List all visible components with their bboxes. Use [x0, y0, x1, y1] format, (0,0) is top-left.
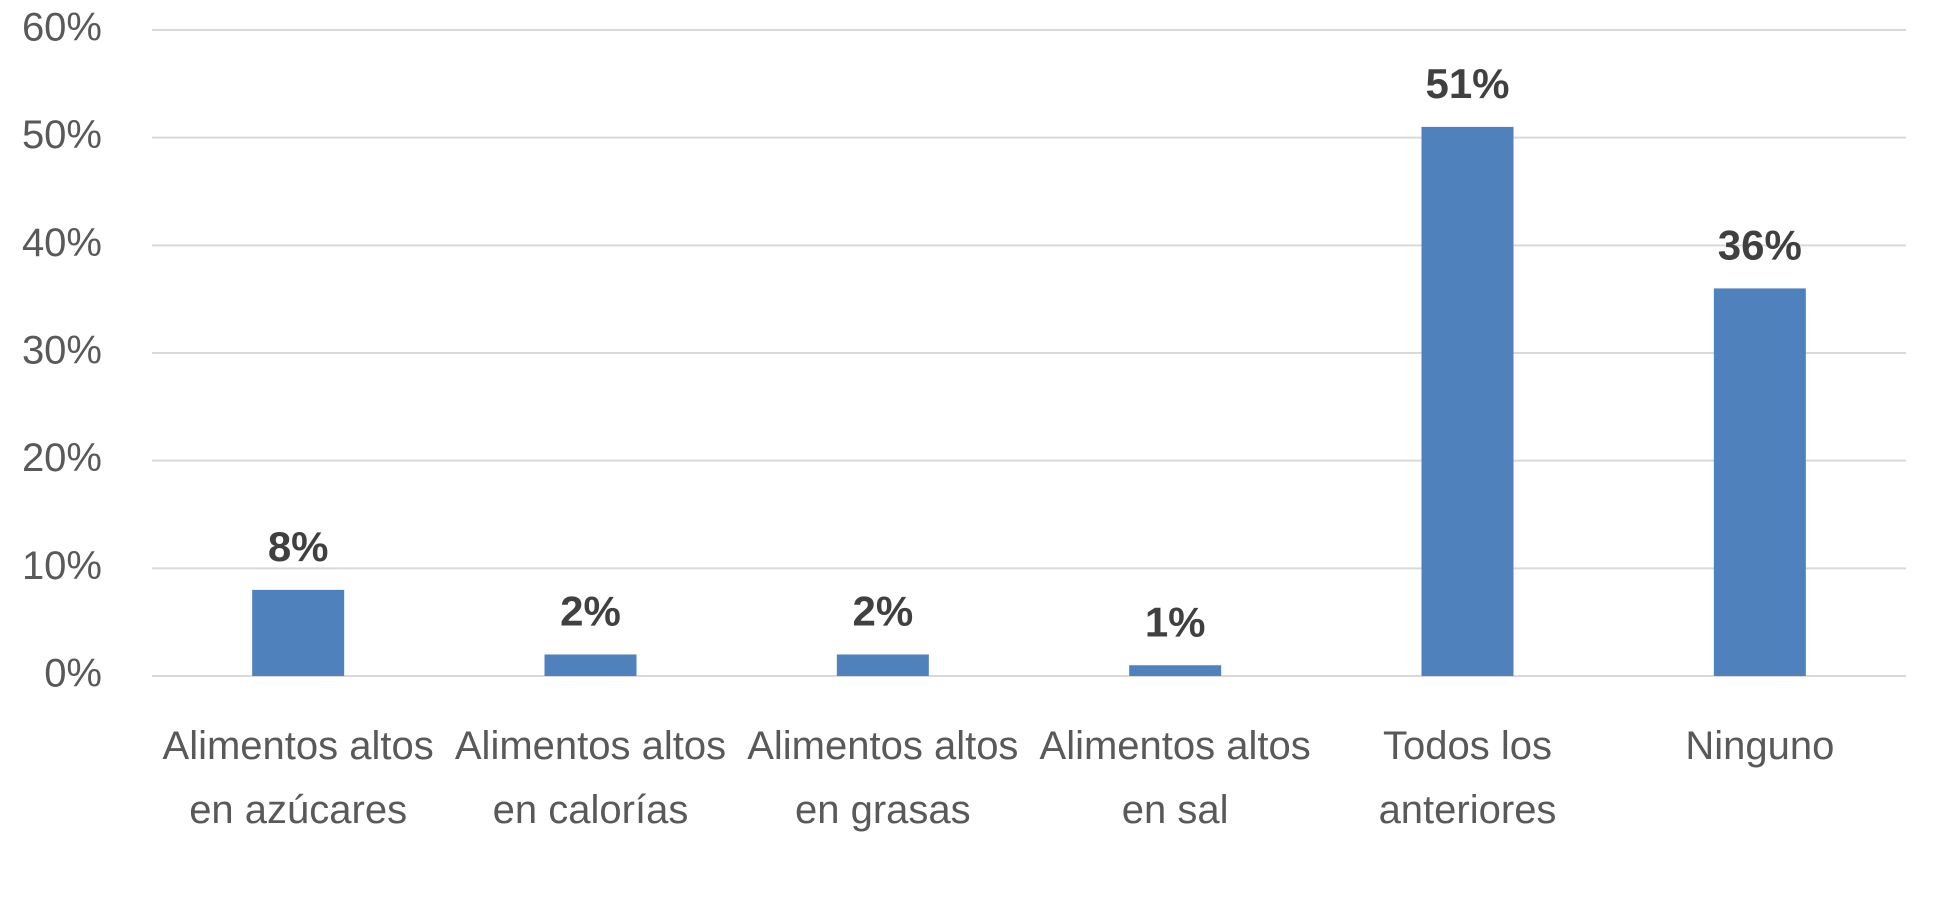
bar — [1421, 126, 1514, 676]
x-tick-label: Alimentos altos en sal — [1039, 724, 1311, 832]
data-label: 36% — [1718, 221, 1802, 268]
x-tick-label: Ninguno — [1685, 724, 1835, 768]
y-tick-label: 60% — [22, 6, 102, 50]
bar — [544, 654, 637, 676]
data-label: 8% — [268, 523, 329, 570]
data-label: 51% — [1425, 60, 1509, 107]
data-label: 2% — [560, 588, 621, 635]
x-tick-label: Alimentos altos en calorías — [454, 724, 727, 832]
bar — [1129, 665, 1222, 676]
bar — [252, 589, 345, 676]
y-tick-label: 30% — [22, 329, 102, 373]
y-tick-label: 40% — [22, 221, 102, 265]
y-tick-label: 20% — [22, 436, 102, 480]
y-tick-label: 0% — [44, 652, 102, 696]
y-tick-label: 10% — [22, 544, 102, 588]
bar — [836, 654, 929, 676]
y-tick-label: 50% — [22, 113, 102, 157]
x-tick-label: Alimentos altos en azúcares — [162, 724, 434, 832]
x-tick-label: Todos los anteriores — [1378, 724, 1557, 832]
data-label: 2% — [852, 588, 913, 635]
bar — [1713, 288, 1806, 676]
x-tick-label: Alimentos altos en grasas — [747, 724, 1019, 832]
data-label: 1% — [1145, 598, 1206, 645]
